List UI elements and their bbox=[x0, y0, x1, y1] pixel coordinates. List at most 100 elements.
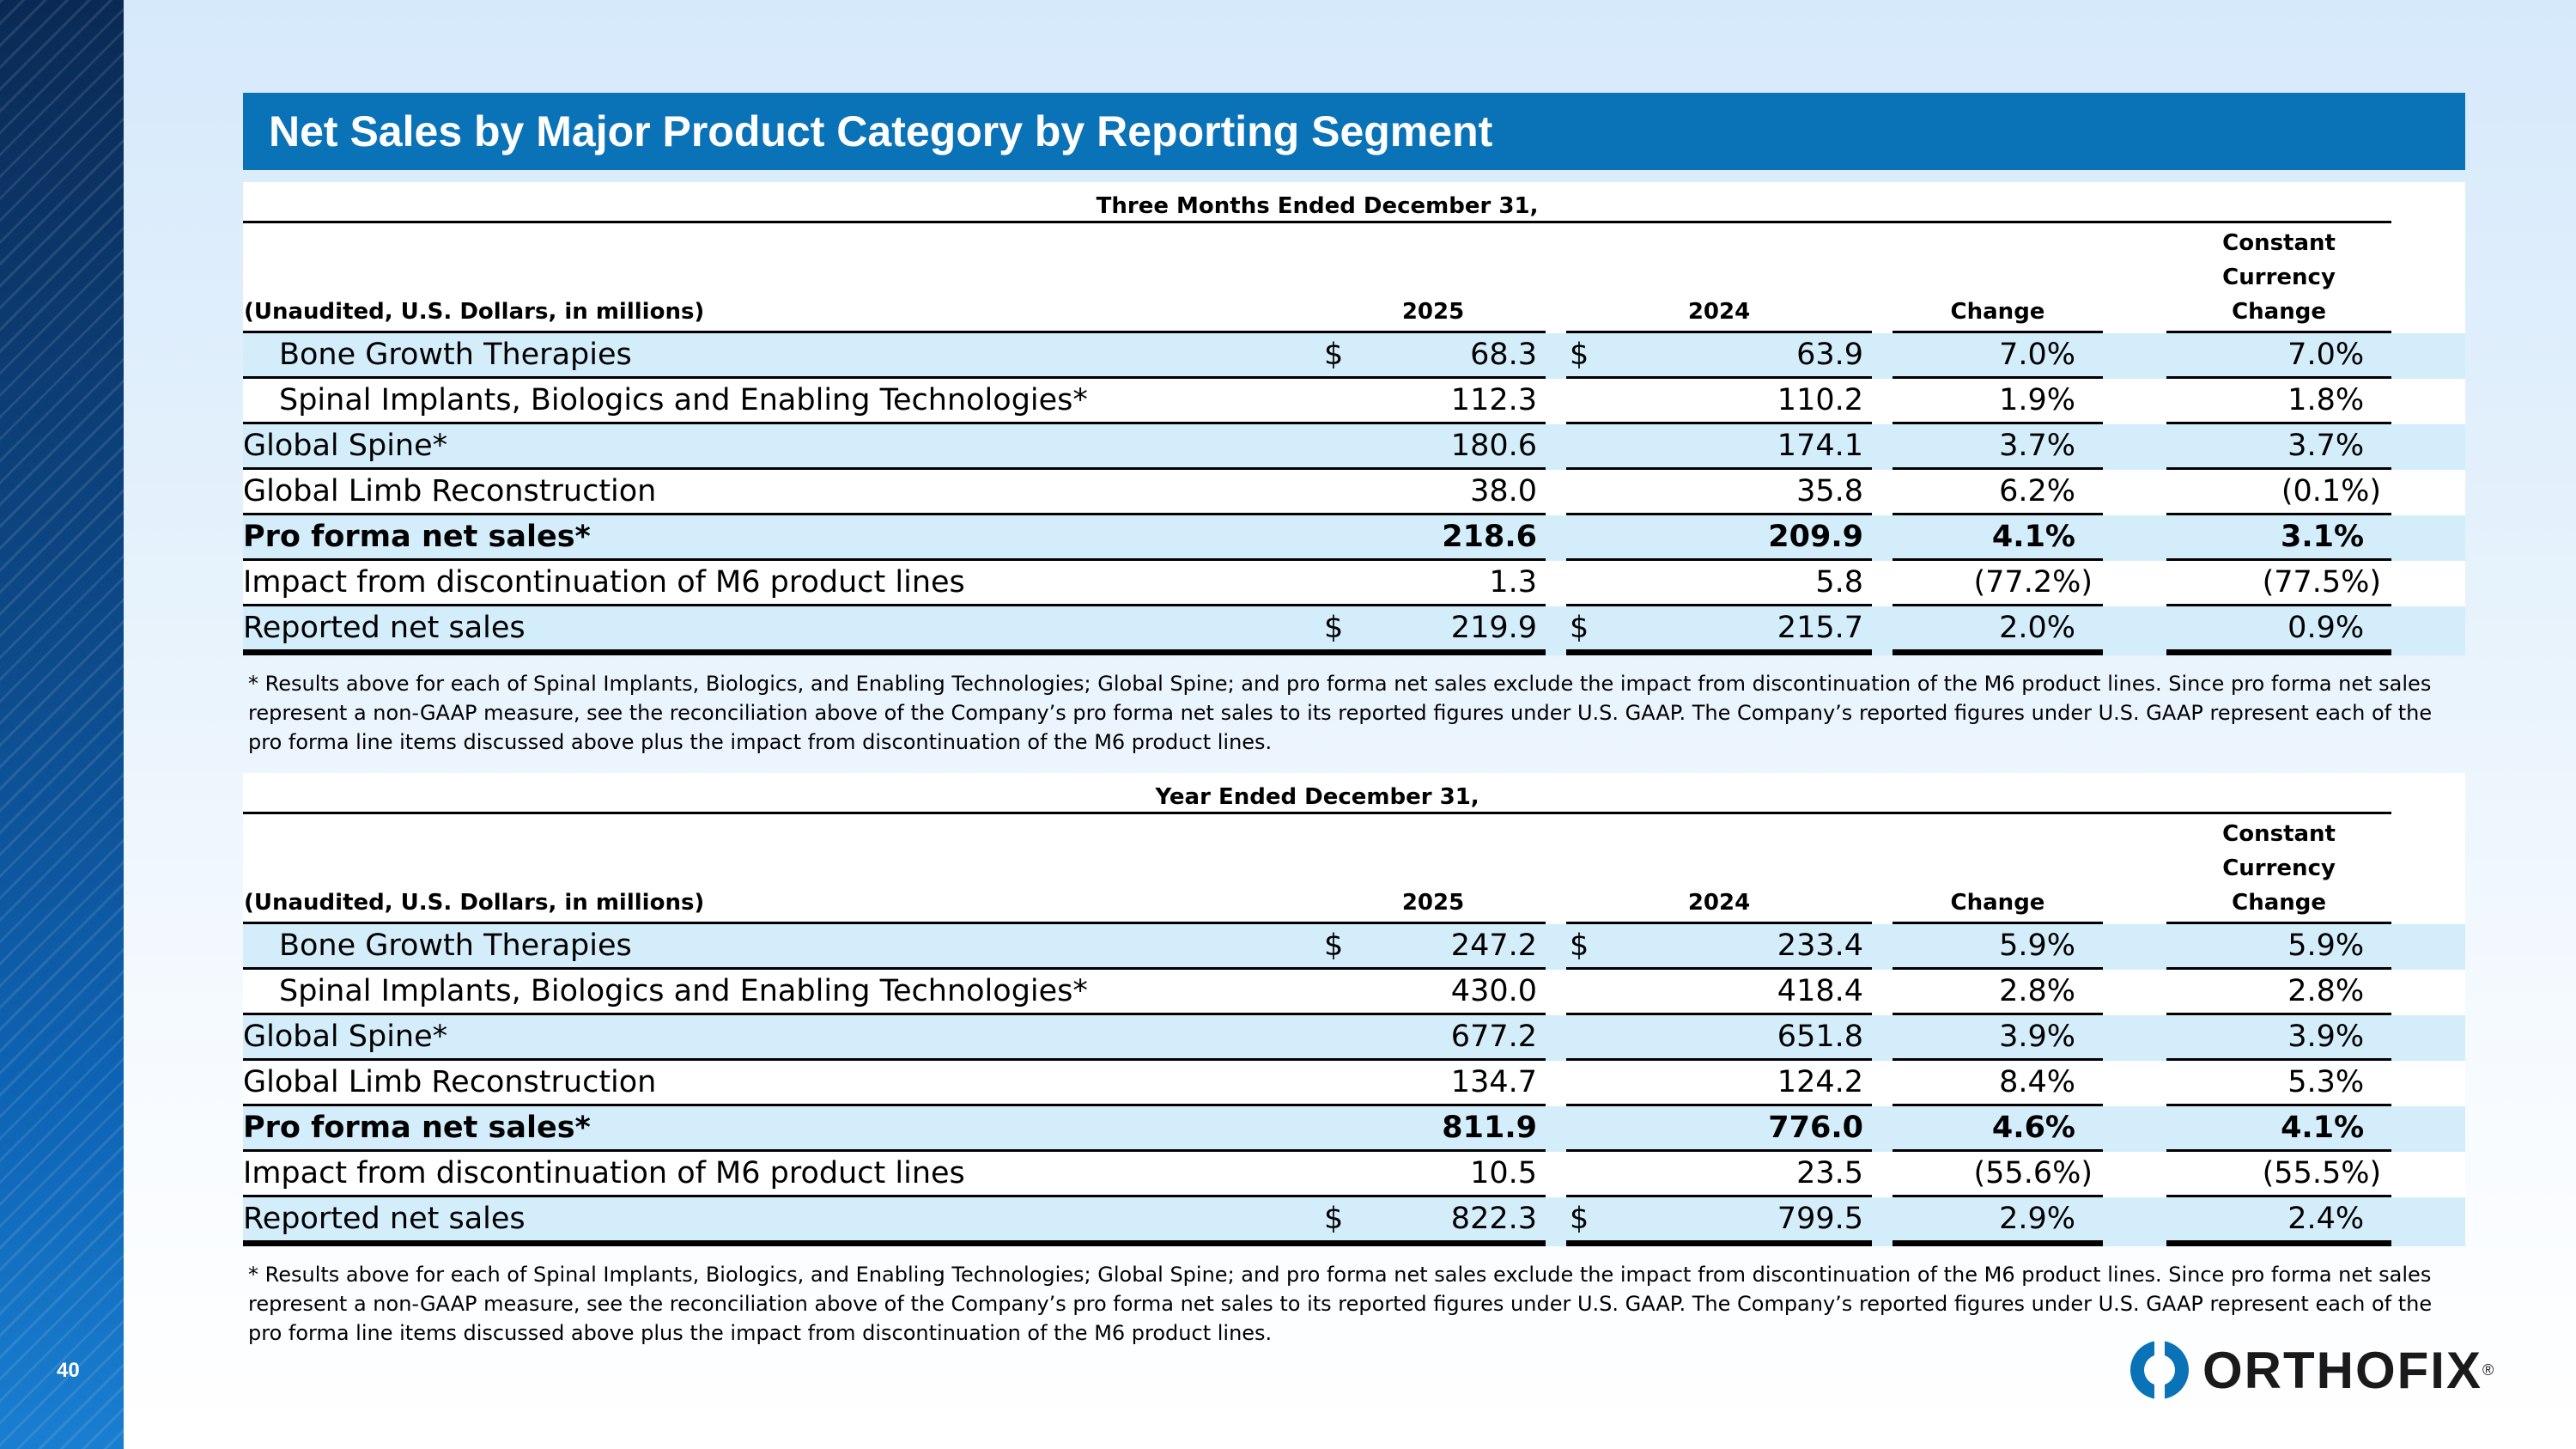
value-2024: 110.2 bbox=[1618, 379, 1872, 424]
value-2024: 174.1 bbox=[1618, 424, 1872, 470]
annual-sales-table: Year Ended December 31, (Unaudited, U.S.… bbox=[243, 773, 2466, 1246]
currency-symbol: $ bbox=[1321, 1197, 1372, 1246]
constant-currency-change: 5.3% bbox=[2166, 1061, 2392, 1106]
table-row: Spinal Implants, Biologics and Enabling … bbox=[243, 970, 2466, 1015]
row-label: Reported net sales bbox=[243, 1197, 1321, 1246]
col-header-2025: 2025 bbox=[1321, 814, 1546, 924]
cc-line-3: Change bbox=[2232, 299, 2326, 325]
page-number: 40 bbox=[57, 1359, 80, 1382]
row-label: Spinal Implants, Biologics and Enabling … bbox=[243, 970, 1321, 1015]
change-value: 3.9% bbox=[1893, 1015, 2103, 1061]
value-2025: 677.2 bbox=[1372, 1015, 1546, 1061]
orthofix-logo-icon bbox=[2129, 1336, 2190, 1404]
table-row: Bone Growth Therapies $247.2 $233.4 5.9% 5.9… bbox=[243, 924, 2466, 970]
value-2024: 651.8 bbox=[1618, 1015, 1872, 1061]
col-header-2024: 2024 bbox=[1566, 223, 1872, 333]
table-row: Pro forma net sales* 218.6 209.9 4.1% 3.1% bbox=[243, 515, 2466, 561]
period-header: Year Ended December 31, bbox=[243, 773, 2392, 814]
col-header-2024: 2024 bbox=[1566, 814, 1872, 924]
change-value: 5.9% bbox=[1893, 924, 2103, 970]
constant-currency-change: 3.9% bbox=[2166, 1015, 2392, 1061]
currency-symbol: $ bbox=[1321, 924, 1372, 970]
value-2024: 63.9 bbox=[1618, 333, 1872, 379]
currency-symbol bbox=[1321, 424, 1372, 470]
constant-currency-change: 2.8% bbox=[2166, 970, 2392, 1015]
table-row: Impact from discontinuation of M6 produc… bbox=[243, 561, 2466, 606]
value-2025: 112.3 bbox=[1372, 379, 1546, 424]
value-2025: 38.0 bbox=[1372, 470, 1546, 515]
change-value: 2.8% bbox=[1893, 970, 2103, 1015]
change-value: (77.2%) bbox=[1893, 561, 2103, 606]
currency-symbol: $ bbox=[1566, 1197, 1618, 1246]
period-header-row: Three Months Ended December 31, bbox=[243, 182, 2466, 223]
constant-currency-change: 1.8% bbox=[2166, 379, 2392, 424]
cc-line-1: Constant bbox=[2222, 230, 2336, 256]
value-2025: 811.9 bbox=[1372, 1106, 1546, 1152]
constant-currency-change: 4.1% bbox=[2166, 1106, 2392, 1152]
row-label: Spinal Implants, Biologics and Enabling … bbox=[243, 379, 1321, 424]
table-row: Global Limb Reconstruction 134.7 124.2 8.4%… bbox=[243, 1061, 2466, 1106]
orthofix-logo: ORTHOFIX ® bbox=[2125, 1336, 2494, 1404]
quarterly-table-body: Bone Growth Therapies $68.3 $63.9 7.0% 7.0% S… bbox=[243, 333, 2466, 655]
change-value: 6.2% bbox=[1893, 470, 2103, 515]
row-label: Global Limb Reconstruction bbox=[243, 1061, 1321, 1106]
constant-currency-change: 3.1% bbox=[2166, 515, 2392, 561]
currency-symbol bbox=[1321, 1015, 1372, 1061]
change-value: 4.1% bbox=[1893, 515, 2103, 561]
cc-line-2: Currency bbox=[2222, 855, 2336, 881]
value-2024: 215.7 bbox=[1618, 606, 1872, 655]
table-row: Pro forma net sales* 811.9 776.0 4.6% 4.1% bbox=[243, 1106, 2466, 1152]
col-header-change: Change bbox=[1893, 223, 2103, 333]
value-2024: 5.8 bbox=[1618, 561, 1872, 606]
value-2025: 180.6 bbox=[1372, 424, 1546, 470]
value-2025: 218.6 bbox=[1372, 515, 1546, 561]
currency-symbol: $ bbox=[1566, 924, 1618, 970]
table-row: Reported net sales $219.9 $215.7 2.0% 0.9% bbox=[243, 606, 2466, 655]
period-header: Three Months Ended December 31, bbox=[243, 182, 2392, 223]
currency-symbol: $ bbox=[1321, 333, 1372, 379]
row-label: Impact from discontinuation of M6 produc… bbox=[243, 1152, 1321, 1197]
value-2024: 233.4 bbox=[1618, 924, 1872, 970]
constant-currency-change: (77.5%) bbox=[2166, 561, 2392, 606]
value-2024: 35.8 bbox=[1618, 470, 1872, 515]
value-2024: 124.2 bbox=[1618, 1061, 1872, 1106]
constant-currency-change: 0.9% bbox=[2166, 606, 2392, 655]
currency-symbol bbox=[1566, 1106, 1618, 1152]
value-2025: 822.3 bbox=[1372, 1197, 1546, 1246]
page-title: Net Sales by Major Product Category by R… bbox=[243, 93, 2465, 170]
currency-symbol: $ bbox=[1566, 606, 1618, 655]
unit-label: (Unaudited, U.S. Dollars, in millions) bbox=[243, 223, 1321, 333]
table-row: Spinal Implants, Biologics and Enabling … bbox=[243, 379, 2466, 424]
table-row: Global Spine* 180.6 174.1 3.7% 3.7% bbox=[243, 424, 2466, 470]
annual-table-body: Bone Growth Therapies $247.2 $233.4 5.9% 5.9… bbox=[243, 924, 2466, 1246]
change-value: 3.7% bbox=[1893, 424, 2103, 470]
currency-symbol bbox=[1321, 561, 1372, 606]
col-header-constant-currency: Constant Currency Change bbox=[2166, 814, 2392, 924]
column-header-row: (Unaudited, U.S. Dollars, in millions) 2… bbox=[243, 223, 2466, 333]
currency-symbol bbox=[1321, 470, 1372, 515]
currency-symbol bbox=[1566, 470, 1618, 515]
col-header-constant-currency: Constant Currency Change bbox=[2166, 223, 2392, 333]
constant-currency-change: 3.7% bbox=[2166, 424, 2392, 470]
quarterly-table-block: Three Months Ended December 31, (Unaudit… bbox=[243, 182, 2466, 757]
value-2024: 799.5 bbox=[1618, 1197, 1872, 1246]
value-2024: 209.9 bbox=[1618, 515, 1872, 561]
constant-currency-change: (55.5%) bbox=[2166, 1152, 2392, 1197]
quarterly-sales-table: Three Months Ended December 31, (Unaudit… bbox=[243, 182, 2466, 655]
decorative-sidebar: 40 bbox=[0, 0, 124, 1449]
value-2024: 776.0 bbox=[1618, 1106, 1872, 1152]
row-label: Bone Growth Therapies bbox=[243, 333, 1321, 379]
table-row: Global Limb Reconstruction 38.0 35.8 6.2% (0… bbox=[243, 470, 2466, 515]
currency-symbol bbox=[1566, 970, 1618, 1015]
quarterly-footnote: * Results above for each of Spinal Impla… bbox=[248, 672, 2433, 754]
table-row: Global Spine* 677.2 651.8 3.9% 3.9% bbox=[243, 1015, 2466, 1061]
currency-symbol bbox=[1566, 1061, 1618, 1106]
annual-table-block: Year Ended December 31, (Unaudited, U.S.… bbox=[243, 773, 2466, 1348]
change-value: 8.4% bbox=[1893, 1061, 2103, 1106]
value-2025: 247.2 bbox=[1372, 924, 1546, 970]
change-value: 2.0% bbox=[1893, 606, 2103, 655]
constant-currency-change: 7.0% bbox=[2166, 333, 2392, 379]
currency-symbol bbox=[1566, 424, 1618, 470]
currency-symbol bbox=[1321, 970, 1372, 1015]
change-value: 1.9% bbox=[1893, 379, 2103, 424]
